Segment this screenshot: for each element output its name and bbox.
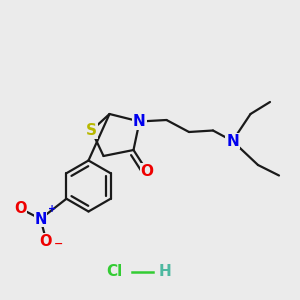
Text: N: N	[34, 212, 47, 226]
Text: O: O	[39, 234, 51, 249]
Text: +: +	[48, 203, 56, 214]
Text: N: N	[226, 134, 239, 148]
Text: S: S	[86, 123, 97, 138]
Text: N: N	[133, 114, 146, 129]
Text: H: H	[159, 264, 171, 279]
Text: O: O	[14, 201, 27, 216]
Text: O: O	[140, 164, 154, 178]
Text: −: −	[54, 239, 63, 249]
Text: Cl: Cl	[106, 264, 122, 279]
